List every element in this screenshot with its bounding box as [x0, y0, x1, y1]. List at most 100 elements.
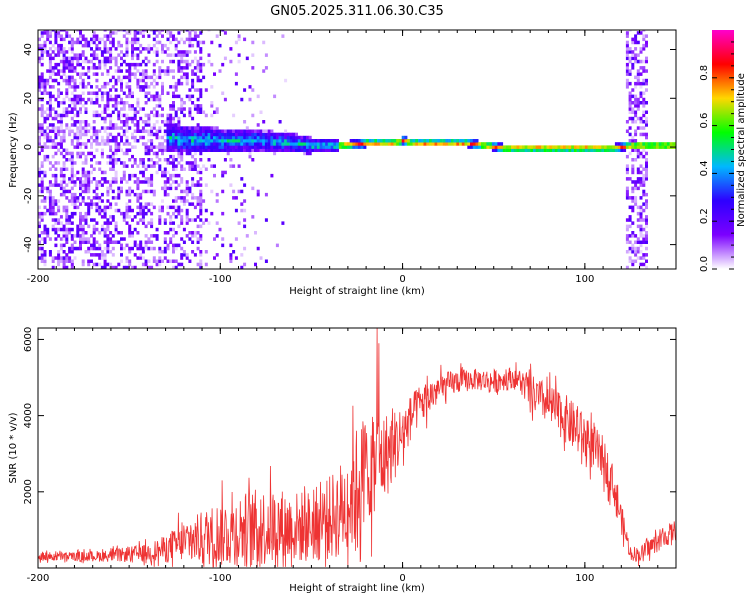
spectrogram-cell: [65, 123, 69, 127]
spectrogram-cell: [363, 145, 367, 149]
spectrogram-cell: [90, 97, 93, 102]
spectrogram-cell: [645, 34, 648, 38]
spectrogram-cell: [169, 177, 173, 181]
spectrogram-cell: [636, 53, 640, 57]
spectrogram-cell: [609, 148, 613, 152]
spectrogram-cell: [141, 47, 145, 51]
spectrogram-cell: [84, 40, 88, 45]
spectrogram-cell: [631, 139, 635, 143]
spectrogram-cell: [404, 142, 408, 146]
spectrogram-cell: [625, 145, 629, 149]
spectrogram-cell: [139, 107, 143, 111]
x-tick-label: -200: [27, 274, 50, 285]
spectrogram-cell: [338, 142, 342, 146]
spectrogram-cell: [497, 148, 501, 152]
spectrogram-cell: [191, 196, 195, 200]
spectrogram-cell: [664, 145, 668, 149]
spectrogram-cell: [43, 262, 47, 267]
spectrogram-cell: [46, 81, 50, 86]
spectrogram-cell: [87, 246, 91, 251]
spectrogram-cell: [199, 94, 203, 99]
spectrogram-cell: [612, 148, 616, 152]
spectrogram-cell: [191, 135, 195, 140]
spectrogram-cell: [593, 145, 597, 149]
spectrogram-cell: [275, 145, 279, 149]
spectrogram-cell: [237, 142, 241, 146]
spectrogram-cell: [642, 59, 646, 64]
spectrogram-cell: [152, 72, 156, 76]
spectrogram-cell: [51, 50, 55, 54]
spectrogram-cell: [48, 97, 52, 102]
spectrogram-cell: [117, 75, 121, 80]
spectrogram-cell: [48, 40, 52, 45]
spectrogram-cell: [62, 265, 66, 269]
spectrogram-cell: [152, 259, 156, 263]
spectrogram-cell: [152, 161, 156, 165]
spectrogram-cell: [193, 167, 197, 171]
spectrogram-cell: [106, 234, 110, 238]
spectrogram-cell: [256, 139, 260, 143]
spectrogram-cell: [303, 139, 307, 143]
spectrogram-cell: [204, 262, 208, 267]
spectrogram-cell: [95, 66, 99, 70]
spectrogram-cell: [79, 75, 82, 80]
spectrogram-cell: [114, 221, 118, 225]
spectrogram-cell: [625, 34, 629, 38]
spectrogram-cell: [472, 142, 476, 146]
spectrogram-cell: [155, 145, 159, 149]
spectrogram-cell: [199, 234, 203, 238]
spectrogram-cell: [51, 66, 55, 70]
snr-ylabel: SNR (10 * v/v): [8, 412, 19, 483]
spectrogram-cell: [144, 262, 148, 267]
spectrogram-cell: [81, 170, 85, 175]
spectrogram-cell: [182, 40, 186, 45]
spectrogram-cell: [199, 56, 203, 61]
spectrogram-cell: [51, 227, 55, 232]
spectrogram-cell: [57, 259, 61, 263]
spectrogram-cell: [92, 91, 96, 95]
spectrogram-cell: [237, 164, 241, 168]
spectrogram-cell: [341, 145, 345, 149]
spectrogram-cell: [98, 161, 102, 165]
spectrogram-cell: [286, 132, 290, 137]
spectrogram-cell: [418, 142, 422, 146]
spectrogram-cell: [40, 31, 44, 35]
spectrogram-cell: [199, 145, 203, 149]
spectrogram-cell: [81, 186, 85, 191]
spectrogram-cell: [188, 218, 192, 222]
spectrogram-cell: [398, 139, 402, 143]
spectrogram-cell: [325, 139, 329, 143]
spectrogram-cell: [286, 148, 290, 152]
spectrogram-cell: [92, 37, 96, 42]
spectrogram-cell: [191, 183, 195, 187]
spectrogram-cell: [40, 47, 44, 51]
spectrogram-cell: [57, 101, 61, 105]
spectrogram-cell: [554, 148, 558, 152]
spectrogram-cell: [51, 85, 55, 89]
spectrogram-cell: [221, 139, 225, 143]
spectrogram-cell: [642, 177, 646, 181]
spectrogram-cell: [109, 158, 113, 162]
spectrogram-cell: [213, 135, 216, 140]
spectrogram-cell: [68, 34, 72, 38]
spectrogram-cell: [40, 53, 44, 57]
spectrogram-cell: [215, 135, 219, 140]
spectrogram-cell: [188, 259, 192, 263]
spectrogram-cell: [158, 218, 162, 222]
spectrogram-cell: [79, 183, 82, 187]
spectrogram-cell: [177, 94, 181, 99]
spectrogram-cell: [645, 253, 648, 257]
spectrogram-cell: [76, 145, 80, 149]
spectrogram-cell: [100, 208, 104, 213]
spectrogram-cell: [256, 145, 260, 149]
spectrogram-cell: [150, 30, 154, 32]
spectrogram-cell: [73, 173, 77, 178]
spectrogram-cell: [185, 37, 189, 42]
spectrogram-cell: [221, 30, 225, 32]
spectrogram-cell: [62, 173, 66, 178]
spectrogram-cell: [620, 145, 624, 149]
spectrogram-cell: [472, 139, 476, 143]
spectrogram-cell: [125, 164, 129, 168]
spectrogram-cell: [467, 145, 471, 149]
spectrogram-cell: [582, 148, 586, 152]
